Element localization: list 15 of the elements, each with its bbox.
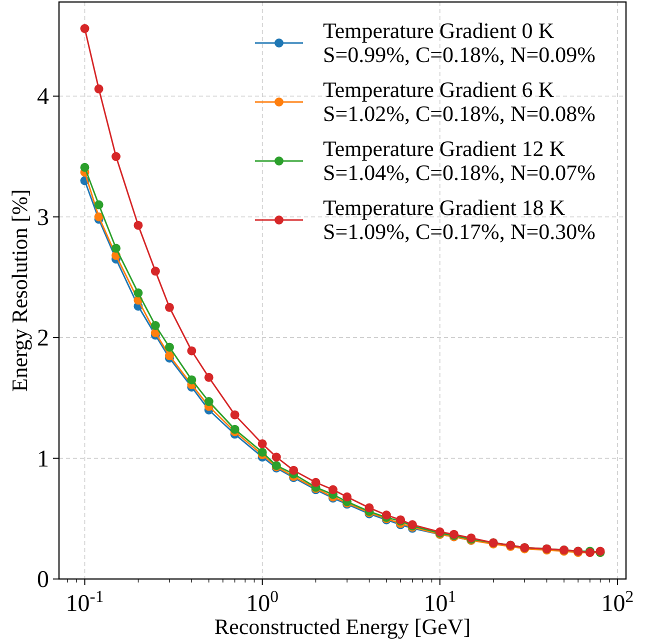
y-tick-label: 1 bbox=[37, 446, 49, 472]
y-tick-label: 0 bbox=[37, 567, 49, 593]
legend-label: Temperature Gradient 6 K S=1.02%, C=0.18%, N=0.08% bbox=[323, 77, 596, 126]
x-axis-title: Reconstructed Energy [GeV] bbox=[214, 614, 471, 639]
y-tick-label: 4 bbox=[37, 84, 49, 110]
y-tick-label: 2 bbox=[37, 326, 49, 352]
y-tick-label: 3 bbox=[37, 204, 49, 231]
y-axis-title: Energy Resolution [%] bbox=[7, 189, 32, 392]
x-tick-label: 10$^{0}$ bbox=[246, 586, 279, 617]
legend-label: Temperature Gradient 12 K S=1.04%, C=0.18%, N=0.07% bbox=[323, 136, 596, 185]
legend-label: Temperature Gradient 0 K S=0.99%, C=0.18%, N=0.09% bbox=[323, 18, 596, 67]
legend-label: Temperature Gradient 18 K S=1.09%, C=0.17%, N=0.30% bbox=[323, 195, 596, 244]
x-tick-label: 10$^{2}$ bbox=[601, 586, 634, 617]
x-tick-label: 10$^{1}$ bbox=[424, 586, 456, 617]
x-tick-label: 10$^{-1}$ bbox=[66, 586, 104, 617]
